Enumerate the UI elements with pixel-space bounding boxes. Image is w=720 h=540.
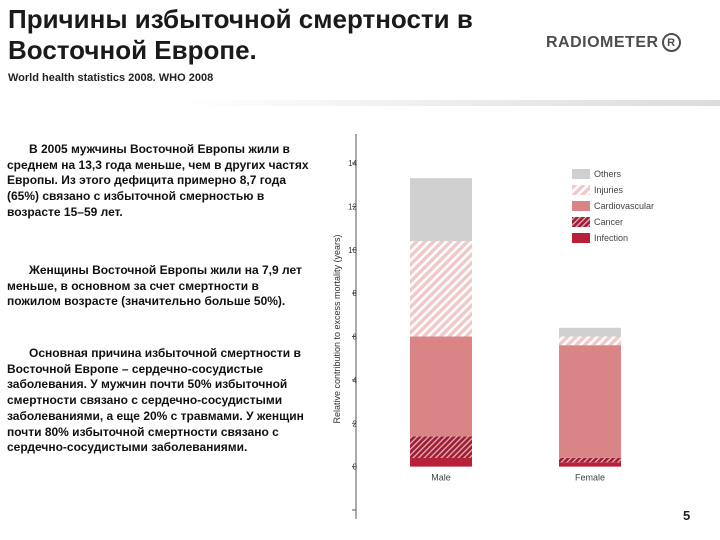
bar-female-injuries [559, 336, 621, 346]
y-tick-label: 8 [353, 289, 358, 298]
bar-female-cancer [559, 457, 621, 463]
bar-male-cardiovascular [410, 336, 472, 437]
paragraph-women: Женщины Восточной Европы жили на 7,9 лет… [7, 263, 302, 309]
y-tick-label: 12 [348, 202, 357, 211]
legend-label: Cancer [594, 217, 623, 227]
header-divider-band [0, 100, 720, 106]
legend-swatch [572, 233, 590, 243]
y-tick-label: 10 [348, 246, 357, 255]
legend-swatch [572, 201, 590, 211]
y-tick-label: 0 [353, 463, 358, 472]
paragraph-men: В 2005 мужчины Восточной Европы жили в с… [7, 142, 309, 219]
x-tick-label: Male [431, 473, 451, 483]
legend-swatch [572, 169, 590, 179]
x-tick-label: Female [575, 473, 605, 483]
paragraph-main-cause: Основная причина избыточной смертности в… [7, 346, 304, 455]
slide-title: Причины избыточной смертности в Восточно… [8, 4, 473, 65]
bar-male-injuries [410, 241, 472, 337]
legend-swatch [572, 185, 590, 195]
radiometer-logo: RADIOMETER R [546, 33, 681, 52]
y-tick-label: 4 [353, 376, 358, 385]
registered-mark-icon: R [661, 33, 681, 52]
y-tick-label: 2 [353, 419, 358, 428]
logo-text: RADIOMETER [546, 33, 659, 51]
page-number: 5 [683, 508, 691, 523]
bar-male-infection [410, 457, 472, 467]
excess-mortality-chart: Relative contribution to excess mortalit… [323, 134, 708, 524]
bar-female-infection [559, 462, 621, 467]
bar-male-others [410, 178, 472, 242]
y-tick-label: 6 [353, 333, 358, 342]
bar-female-cardiovascular [559, 345, 621, 458]
y-tick-label: 14 [348, 159, 357, 168]
legend-swatch [572, 217, 590, 227]
source-subtitle: World health statistics 2008. WHO 2008 [8, 72, 214, 84]
legend-label: Infection [594, 233, 628, 243]
legend-label: Others [594, 169, 622, 179]
y-axis-label: Relative contribution to excess mortalit… [332, 234, 342, 423]
legend-label: Cardiovascular [594, 201, 654, 211]
bar-female-others [559, 327, 621, 337]
chart-svg: Relative contribution to excess mortalit… [332, 134, 654, 519]
legend-label: Injuries [594, 185, 624, 195]
bar-male-cancer [410, 436, 472, 458]
